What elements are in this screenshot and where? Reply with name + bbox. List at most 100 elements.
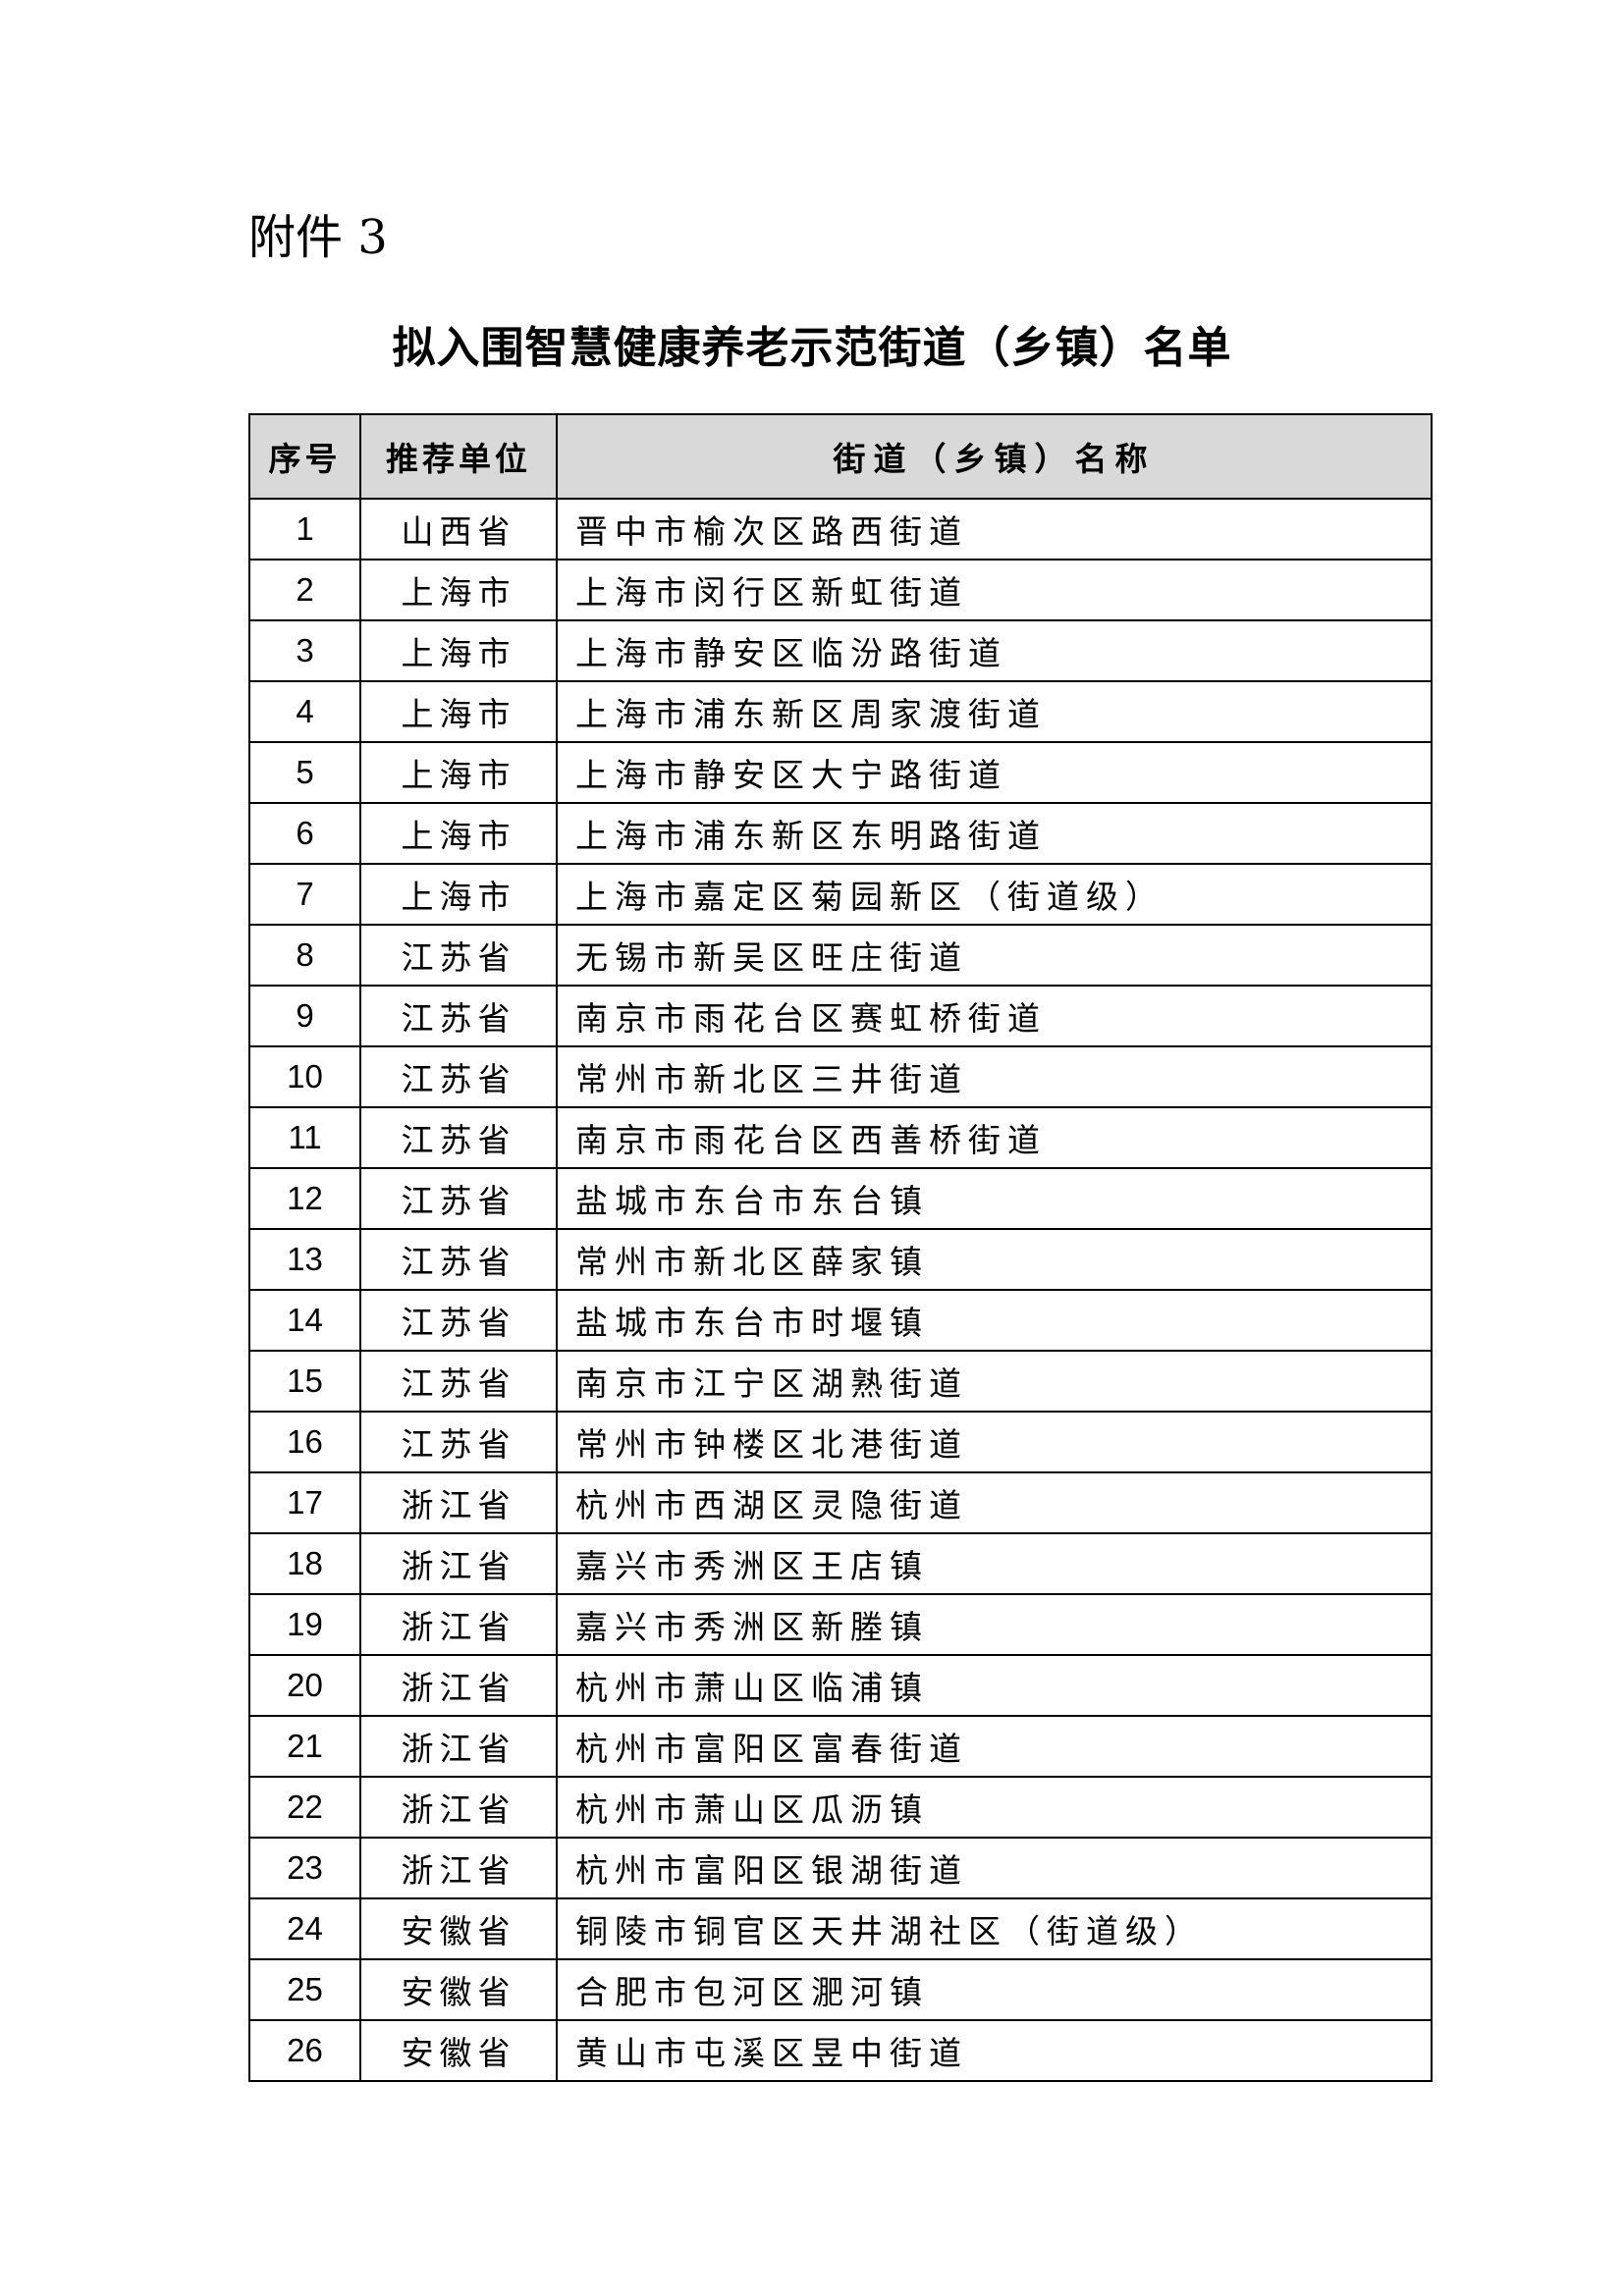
table-row: 5 上海市 上海市静安区大宁路街道 [248, 741, 1433, 804]
cell-no: 18 [248, 1532, 361, 1595]
table-row: 15 江苏省 南京市江宁区湖熟街道 [248, 1350, 1433, 1413]
cell-no: 16 [248, 1411, 361, 1473]
cell-unit: 安徽省 [359, 1897, 558, 1960]
cell-unit: 安徽省 [359, 2019, 558, 2082]
list-table: 序号 推荐单位 街道（乡镇）名称 1 山西省 晋中市榆次区路西街道 2 上海市 上海市闵行… [248, 413, 1433, 2082]
document-title: 拟入围智慧健康养老示范街道（乡镇）名单 [392, 323, 1232, 373]
cell-unit: 上海市 [359, 802, 558, 865]
cell-no: 13 [248, 1228, 361, 1291]
table-row: 25 安徽省 合肥市包河区淝河镇 [248, 1958, 1433, 2021]
cell-name: 铜陵市铜官区天井湖社区（街道级） [556, 1897, 1433, 1960]
table-row: 12 江苏省 盐城市东台市东台镇 [248, 1167, 1433, 1230]
cell-name: 晋中市榆次区路西街道 [556, 498, 1433, 561]
table-row: 13 江苏省 常州市新北区薛家镇 [248, 1228, 1433, 1291]
cell-name: 杭州市富阳区银湖街道 [556, 1837, 1433, 1899]
cell-name: 南京市雨花台区赛虹桥街道 [556, 985, 1433, 1047]
cell-name: 南京市雨花台区西善桥街道 [556, 1106, 1433, 1169]
cell-unit: 江苏省 [359, 1167, 558, 1230]
cell-name: 盐城市东台市东台镇 [556, 1167, 1433, 1230]
header-unit: 推荐单位 [359, 413, 558, 500]
table-row: 6 上海市 上海市浦东新区东明路街道 [248, 802, 1433, 865]
table-header-row: 序号 推荐单位 街道（乡镇）名称 [248, 413, 1433, 500]
cell-name: 盐城市东台市时堰镇 [556, 1289, 1433, 1352]
cell-no: 24 [248, 1897, 361, 1960]
cell-no: 12 [248, 1167, 361, 1230]
cell-unit: 浙江省 [359, 1593, 558, 1656]
cell-no: 11 [248, 1106, 361, 1169]
table-row: 17 浙江省 杭州市西湖区灵隐街道 [248, 1471, 1433, 1534]
table-row: 3 上海市 上海市静安区临汾路街道 [248, 619, 1433, 682]
cell-name: 上海市静安区大宁路街道 [556, 741, 1433, 804]
cell-unit: 浙江省 [359, 1532, 558, 1595]
cell-no: 8 [248, 924, 361, 987]
cell-name: 黄山市屯溪区昱中街道 [556, 2019, 1433, 2082]
table-row: 11 江苏省 南京市雨花台区西善桥街道 [248, 1106, 1433, 1169]
cell-no: 21 [248, 1715, 361, 1778]
cell-name: 杭州市萧山区瓜沥镇 [556, 1776, 1433, 1839]
cell-no: 19 [248, 1593, 361, 1656]
cell-unit: 上海市 [359, 680, 558, 743]
cell-unit: 浙江省 [359, 1715, 558, 1778]
cell-unit: 浙江省 [359, 1776, 558, 1839]
cell-no: 17 [248, 1471, 361, 1534]
cell-name: 无锡市新吴区旺庄街道 [556, 924, 1433, 987]
cell-unit: 江苏省 [359, 985, 558, 1047]
table-row: 4 上海市 上海市浦东新区周家渡街道 [248, 680, 1433, 743]
cell-no: 15 [248, 1350, 361, 1413]
table-row: 19 浙江省 嘉兴市秀洲区新塍镇 [248, 1593, 1433, 1656]
cell-unit: 江苏省 [359, 1350, 558, 1413]
table-row: 8 江苏省 无锡市新吴区旺庄街道 [248, 924, 1433, 987]
cell-name: 上海市浦东新区东明路街道 [556, 802, 1433, 865]
table-row: 7 上海市 上海市嘉定区菊园新区（街道级） [248, 863, 1433, 926]
cell-unit: 浙江省 [359, 1837, 558, 1899]
cell-no: 26 [248, 2019, 361, 2082]
cell-no: 3 [248, 619, 361, 682]
cell-unit: 江苏省 [359, 1228, 558, 1291]
cell-name: 杭州市萧山区临浦镇 [556, 1654, 1433, 1717]
cell-unit: 安徽省 [359, 1958, 558, 2021]
cell-name: 嘉兴市秀洲区新塍镇 [556, 1593, 1433, 1656]
table-row: 20 浙江省 杭州市萧山区临浦镇 [248, 1654, 1433, 1717]
cell-unit: 江苏省 [359, 1106, 558, 1169]
table-row: 2 上海市 上海市闵行区新虹街道 [248, 559, 1433, 621]
cell-unit: 浙江省 [359, 1654, 558, 1717]
table-row: 22 浙江省 杭州市萧山区瓜沥镇 [248, 1776, 1433, 1839]
table-row: 10 江苏省 常州市新北区三井街道 [248, 1045, 1433, 1108]
cell-no: 2 [248, 559, 361, 621]
table-row: 9 江苏省 南京市雨花台区赛虹桥街道 [248, 985, 1433, 1047]
cell-no: 10 [248, 1045, 361, 1108]
cell-no: 5 [248, 741, 361, 804]
cell-unit: 江苏省 [359, 924, 558, 987]
header-no: 序号 [248, 413, 361, 500]
cell-name: 杭州市富阳区富春街道 [556, 1715, 1433, 1778]
table-row: 18 浙江省 嘉兴市秀洲区王店镇 [248, 1532, 1433, 1595]
cell-unit: 江苏省 [359, 1289, 558, 1352]
cell-unit: 上海市 [359, 559, 558, 621]
cell-name: 上海市闵行区新虹街道 [556, 559, 1433, 621]
table-row: 16 江苏省 常州市钟楼区北港街道 [248, 1411, 1433, 1473]
cell-no: 20 [248, 1654, 361, 1717]
cell-unit: 江苏省 [359, 1411, 558, 1473]
cell-name: 南京市江宁区湖熟街道 [556, 1350, 1433, 1413]
table-row: 24 安徽省 铜陵市铜官区天井湖社区（街道级） [248, 1897, 1433, 1960]
table-row: 14 江苏省 盐城市东台市时堰镇 [248, 1289, 1433, 1352]
cell-name: 常州市新北区薛家镇 [556, 1228, 1433, 1291]
cell-name: 常州市新北区三井街道 [556, 1045, 1433, 1108]
cell-name: 上海市静安区临汾路街道 [556, 619, 1433, 682]
cell-name: 上海市嘉定区菊园新区（街道级） [556, 863, 1433, 926]
table-row: 26 安徽省 黄山市屯溪区昱中街道 [248, 2019, 1433, 2082]
cell-no: 14 [248, 1289, 361, 1352]
cell-unit: 上海市 [359, 619, 558, 682]
cell-no: 4 [248, 680, 361, 743]
cell-name: 杭州市西湖区灵隐街道 [556, 1471, 1433, 1534]
cell-unit: 江苏省 [359, 1045, 558, 1108]
cell-no: 23 [248, 1837, 361, 1899]
cell-name: 上海市浦东新区周家渡街道 [556, 680, 1433, 743]
table-row: 21 浙江省 杭州市富阳区富春街道 [248, 1715, 1433, 1778]
cell-unit: 山西省 [359, 498, 558, 561]
cell-no: 22 [248, 1776, 361, 1839]
cell-name: 合肥市包河区淝河镇 [556, 1958, 1433, 2021]
cell-name: 嘉兴市秀洲区王店镇 [556, 1532, 1433, 1595]
header-name: 街道（乡镇）名称 [556, 413, 1433, 500]
cell-no: 9 [248, 985, 361, 1047]
